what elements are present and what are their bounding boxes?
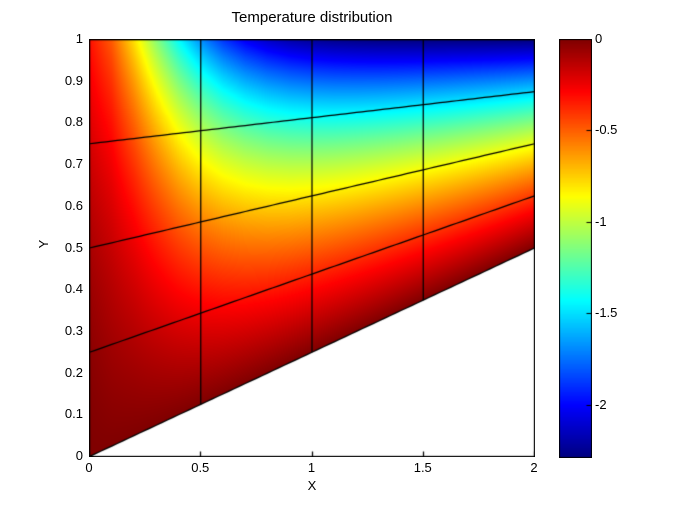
colorbar-tick-label: -0.5 (595, 122, 618, 138)
y-tick-label: 0.3 (64, 322, 83, 338)
plot-title: Temperature distribution (231, 9, 393, 26)
y-tick-label: 0.2 (64, 364, 83, 380)
x-tick-label: 0 (85, 460, 93, 475)
colorbar-tick-label: -1.5 (595, 305, 618, 321)
x-tick-label: 1.5 (413, 460, 432, 475)
y-tick-label: 0.8 (64, 114, 83, 130)
heatmap-plot-area (89, 39, 535, 457)
colorbar-tick-label: -1 (595, 213, 607, 229)
y-tick-label: 1 (75, 31, 83, 46)
y-tick-label: 0.7 (64, 156, 83, 172)
y-tick-label: 0.4 (64, 281, 83, 297)
y-tick-label: 0 (75, 448, 83, 463)
colorbar-tick-label: 0 (595, 31, 603, 46)
x-tick-label: 1 (307, 460, 316, 475)
y-tick-label: 0.6 (64, 197, 83, 213)
x-axis-label: X (307, 478, 317, 493)
y-axis-label: Y (36, 239, 51, 249)
y-tick-label: 0.9 (64, 72, 83, 88)
x-tick-label: 0.5 (191, 460, 210, 475)
colorbar-tick-label: -2 (595, 396, 607, 412)
colorbar (559, 39, 592, 458)
x-tick-label: 2 (530, 460, 538, 475)
y-tick-label: 0.1 (64, 406, 83, 422)
y-tick-label: 0.5 (64, 239, 83, 255)
